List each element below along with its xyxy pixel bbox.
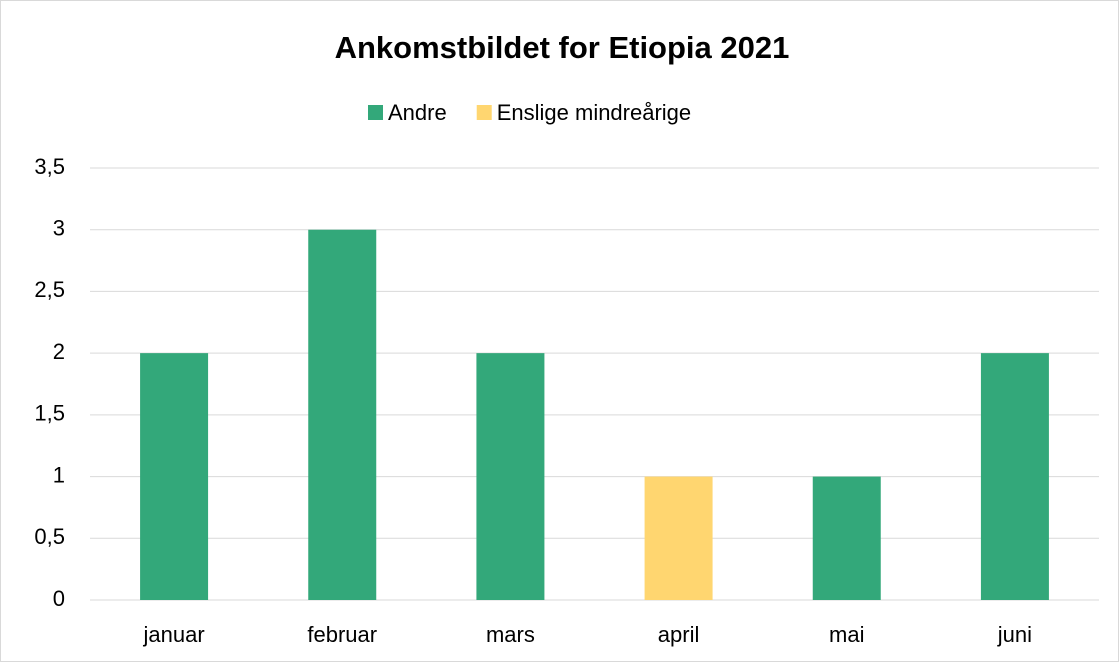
y-tick-label: 0 (53, 586, 65, 611)
bar (476, 353, 545, 600)
x-tick-label: mars (486, 622, 535, 647)
x-tick-label: mai (829, 622, 864, 647)
y-tick-label: 2,5 (34, 277, 65, 302)
y-tick-label: 1,5 (34, 401, 65, 426)
y-tick-label: 3,5 (34, 154, 65, 179)
x-tick-label: juni (997, 622, 1032, 647)
bar (308, 229, 377, 600)
x-tick-label: januar (143, 622, 205, 647)
legend-label: Andre (388, 100, 447, 125)
x-tick-label: februar (307, 622, 377, 647)
legend-swatch (476, 105, 492, 120)
bar (140, 353, 209, 600)
bar (644, 476, 713, 600)
legend-label: Enslige mindreårige (497, 100, 691, 125)
bar (812, 476, 881, 600)
legend-swatch (368, 105, 383, 120)
y-tick-label: 1 (53, 462, 65, 487)
y-tick-label: 2 (53, 339, 65, 364)
chart-title: Ankomstbildet for Etiopia 2021 (335, 30, 790, 65)
y-tick-label: 0,5 (34, 524, 65, 549)
bar (980, 353, 1049, 600)
y-tick-label: 3 (53, 216, 65, 241)
x-tick-label: april (658, 622, 700, 647)
